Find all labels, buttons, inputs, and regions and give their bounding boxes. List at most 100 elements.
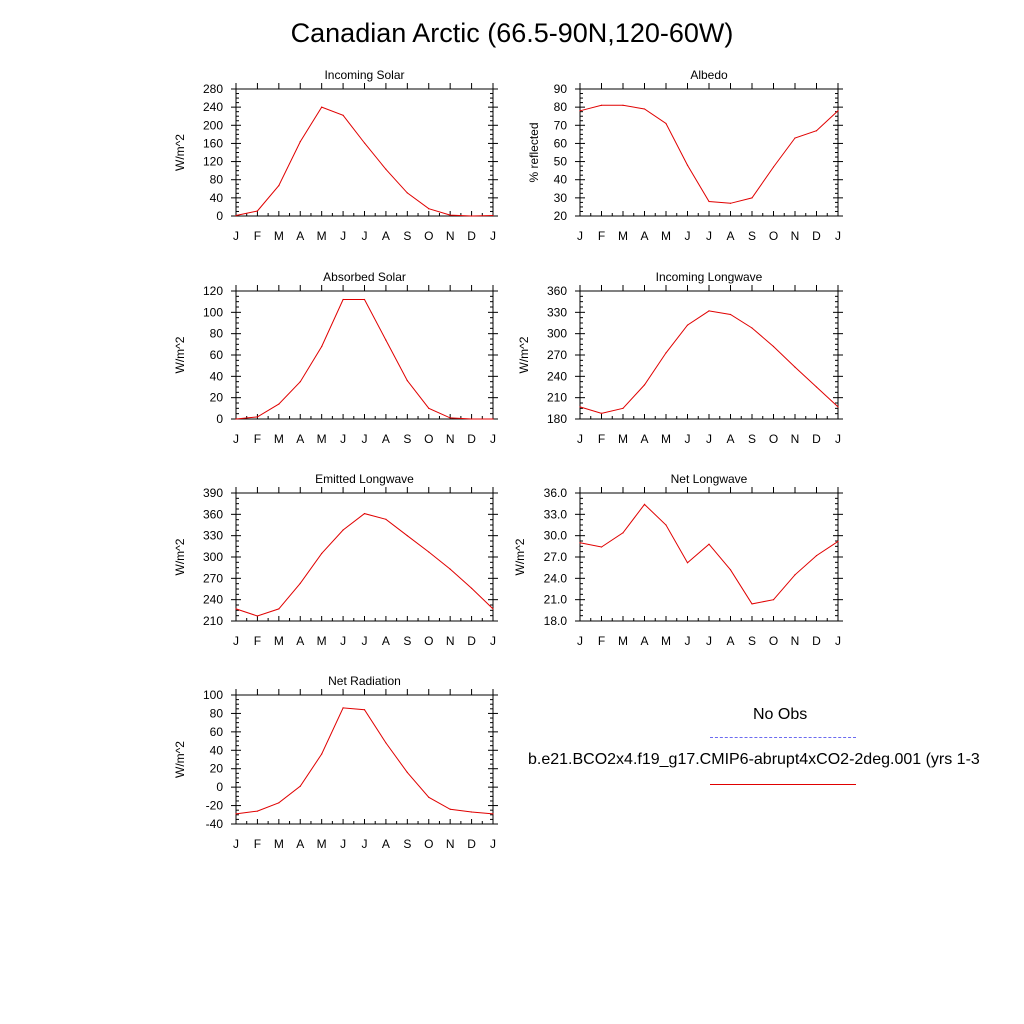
data-point (406, 771, 408, 774)
data-point (385, 518, 387, 520)
x-tick-label: S (403, 634, 411, 648)
data-point (428, 407, 430, 409)
data-point (729, 202, 732, 204)
data-point (643, 108, 646, 110)
y-tick-label: 210 (203, 614, 223, 628)
data-point (449, 214, 451, 216)
y-tick-label: 21.0 (544, 593, 568, 607)
data-point (235, 813, 237, 815)
data-point (708, 200, 710, 203)
y-tick-label: 300 (547, 327, 567, 341)
data-point (794, 574, 796, 576)
y-tick-label: 0 (216, 209, 223, 223)
x-tick-label: J (340, 634, 346, 648)
x-tick-label: M (274, 634, 284, 648)
x-tick-label: O (769, 432, 778, 446)
x-tick-label: J (835, 229, 841, 243)
y-tick-label: 0 (216, 780, 223, 794)
y-tick-label: 40 (210, 191, 224, 205)
x-tick-label: J (490, 634, 496, 648)
plot-frame (579, 492, 839, 622)
x-tick-label: A (296, 634, 304, 648)
x-tick-label: D (467, 229, 476, 243)
x-tick-label: J (362, 432, 368, 446)
x-tick-label: J (685, 634, 691, 648)
data-point (235, 214, 237, 217)
x-tick-label: J (362, 634, 368, 648)
y-axis-label: W/m^2 (517, 336, 531, 373)
series-line (235, 513, 494, 617)
data-point (363, 298, 366, 301)
data-point (772, 166, 775, 168)
x-tick-label: A (382, 432, 390, 446)
x-tick-label: J (233, 229, 239, 243)
x-tick-label: O (424, 634, 433, 648)
x-tick-label: S (403, 229, 411, 243)
series-line (235, 106, 494, 217)
data-point (385, 339, 387, 341)
x-tick-label: J (340, 837, 346, 851)
legend-obs-label: No Obs (753, 706, 808, 723)
y-tick-label: 80 (554, 100, 568, 114)
x-tick-label: D (467, 432, 476, 446)
y-tick-label: 270 (203, 571, 223, 585)
data-point (751, 603, 753, 605)
data-point (837, 110, 839, 112)
y-tick-label: 240 (203, 100, 223, 114)
x-tick-label: D (812, 229, 821, 243)
y-axis-label: % reflected (527, 122, 541, 182)
panel-title: Net Radiation (328, 674, 401, 688)
data-point (363, 142, 366, 144)
y-tick-label: 27.0 (544, 550, 568, 564)
data-point (299, 141, 301, 143)
data-point (600, 546, 603, 548)
x-tick-label: M (661, 634, 671, 648)
y-tick-label: 60 (554, 136, 568, 150)
data-point (729, 313, 732, 316)
y-tick-label: 36.0 (544, 486, 568, 500)
y-tick-label: 60 (210, 348, 224, 362)
plot-frame (579, 290, 839, 420)
data-point (772, 599, 775, 601)
legend-obs-line (710, 737, 856, 738)
plot-frame (235, 88, 494, 217)
y-tick-label: 100 (203, 305, 223, 319)
x-tick-label: D (812, 634, 821, 648)
data-point (406, 380, 408, 382)
data-point (643, 384, 646, 386)
data-point (278, 403, 280, 405)
y-axis-label: W/m^2 (513, 538, 527, 575)
data-point (579, 542, 581, 544)
plot-frame (235, 290, 494, 420)
x-tick-label: J (490, 229, 496, 243)
x-tick-label: J (490, 837, 496, 851)
data-point (686, 324, 689, 326)
data-point (321, 753, 323, 755)
x-tick-label: S (403, 837, 411, 851)
x-tick-label: J (362, 837, 368, 851)
y-tick-label: 40 (210, 743, 224, 757)
data-point (492, 813, 494, 815)
x-tick-label: J (577, 634, 583, 648)
x-tick-label: A (726, 432, 734, 446)
x-tick-label: N (446, 634, 455, 648)
legend-case-line (710, 784, 856, 785)
data-point (492, 418, 494, 420)
y-tick-label: 40 (554, 173, 568, 187)
x-tick-label: S (748, 432, 756, 446)
series-line (579, 503, 839, 605)
y-tick-label: 390 (203, 486, 223, 500)
y-tick-label: 33.0 (544, 507, 568, 521)
data-point (406, 192, 408, 194)
x-tick-label: A (382, 634, 390, 648)
y-tick-label: 120 (203, 284, 223, 298)
y-tick-label: 90 (554, 82, 568, 96)
data-point (815, 130, 818, 132)
data-point (837, 540, 839, 542)
x-tick-label: M (274, 837, 284, 851)
x-tick-label: M (317, 837, 327, 851)
